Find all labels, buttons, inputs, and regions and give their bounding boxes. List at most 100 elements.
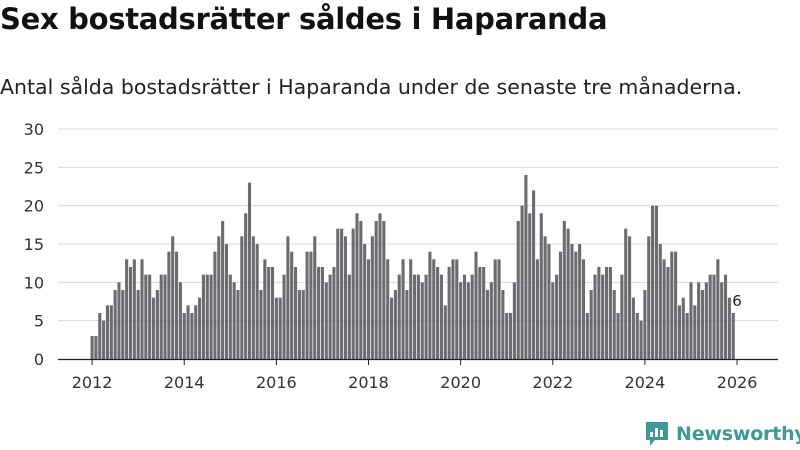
bar	[635, 313, 639, 359]
bar	[389, 297, 394, 359]
bar	[317, 267, 321, 359]
bar	[674, 251, 678, 359]
bar	[570, 244, 574, 359]
bar	[163, 274, 167, 359]
bar	[194, 305, 198, 359]
bar	[378, 213, 382, 359]
bar	[585, 313, 589, 359]
y-tick-label: 15	[24, 235, 44, 254]
bar	[251, 236, 255, 359]
brand-logo: Newsworthy	[644, 420, 800, 448]
bar	[159, 274, 163, 359]
bar	[244, 213, 248, 359]
bar	[574, 251, 578, 359]
bar	[175, 251, 179, 359]
bar	[121, 290, 125, 359]
bar	[98, 313, 102, 359]
bar	[459, 282, 463, 359]
bar	[447, 267, 451, 359]
bar	[462, 274, 467, 359]
bar	[547, 244, 551, 359]
bar	[140, 259, 144, 359]
bar	[639, 320, 643, 359]
y-tick-label: 25	[24, 158, 44, 177]
bar	[620, 274, 624, 359]
bar	[205, 274, 209, 359]
y-tick-label: 20	[24, 197, 44, 216]
bar	[581, 259, 586, 359]
y-axis: 0 5 10 15 20 25 30	[24, 120, 44, 369]
bar	[509, 313, 513, 359]
bar	[677, 305, 682, 359]
bar	[259, 290, 263, 359]
bar	[597, 267, 601, 359]
x-tick-label: 2024	[625, 373, 666, 392]
bar	[351, 228, 355, 359]
x-tick-label: 2014	[164, 373, 205, 392]
bar	[217, 236, 221, 359]
x-tick-label: 2012	[72, 373, 113, 392]
bar	[436, 267, 440, 359]
bar	[247, 182, 252, 359]
y-tick-label: 10	[24, 273, 44, 292]
bar	[363, 244, 367, 359]
bar	[628, 236, 632, 359]
y-tick-label: 0	[34, 350, 44, 369]
bar	[186, 305, 190, 359]
bar	[297, 290, 301, 359]
bar	[401, 259, 405, 359]
bar	[224, 244, 229, 359]
bar	[424, 274, 428, 359]
bar	[416, 274, 420, 359]
bar	[612, 290, 616, 359]
bar	[666, 267, 670, 359]
bar	[294, 267, 298, 359]
bar	[451, 259, 455, 359]
x-tick-label: 2016	[256, 373, 297, 392]
bar	[558, 251, 563, 359]
bar	[94, 336, 98, 359]
bar	[128, 267, 133, 359]
bar	[524, 175, 528, 359]
bar	[397, 274, 401, 359]
bar	[608, 267, 612, 359]
bar	[117, 282, 121, 359]
bar	[482, 267, 486, 359]
bar	[102, 320, 106, 359]
bar	[148, 274, 152, 359]
newsworthy-logo-icon	[646, 422, 668, 446]
bar	[654, 205, 658, 359]
bar	[213, 251, 217, 359]
bar	[689, 282, 693, 359]
y-tick-label: 30	[24, 120, 44, 139]
bar	[228, 274, 232, 359]
bar	[716, 259, 720, 359]
bar	[681, 297, 685, 359]
bar	[670, 251, 674, 359]
data-labels: 6	[732, 292, 742, 310]
bar	[171, 236, 175, 359]
bar	[439, 274, 443, 359]
bar	[720, 282, 724, 359]
bar	[700, 290, 705, 359]
bar	[505, 313, 509, 359]
bar	[90, 336, 94, 359]
bar	[320, 267, 324, 359]
chart-title: Sex bostadsrätter såldes i Haparanda	[0, 2, 608, 36]
bar	[290, 251, 294, 359]
bar	[501, 290, 505, 359]
bar	[478, 267, 482, 359]
bar	[286, 236, 290, 359]
bar	[631, 297, 635, 359]
bar	[109, 305, 113, 359]
bar	[182, 313, 186, 359]
bar	[125, 259, 129, 359]
bar	[420, 282, 424, 359]
bar	[704, 282, 708, 359]
bar	[336, 228, 340, 359]
bar	[493, 259, 497, 359]
x-tick-label: 2022	[532, 373, 573, 392]
bar	[528, 213, 532, 359]
bar	[221, 221, 225, 359]
bar	[723, 274, 728, 359]
